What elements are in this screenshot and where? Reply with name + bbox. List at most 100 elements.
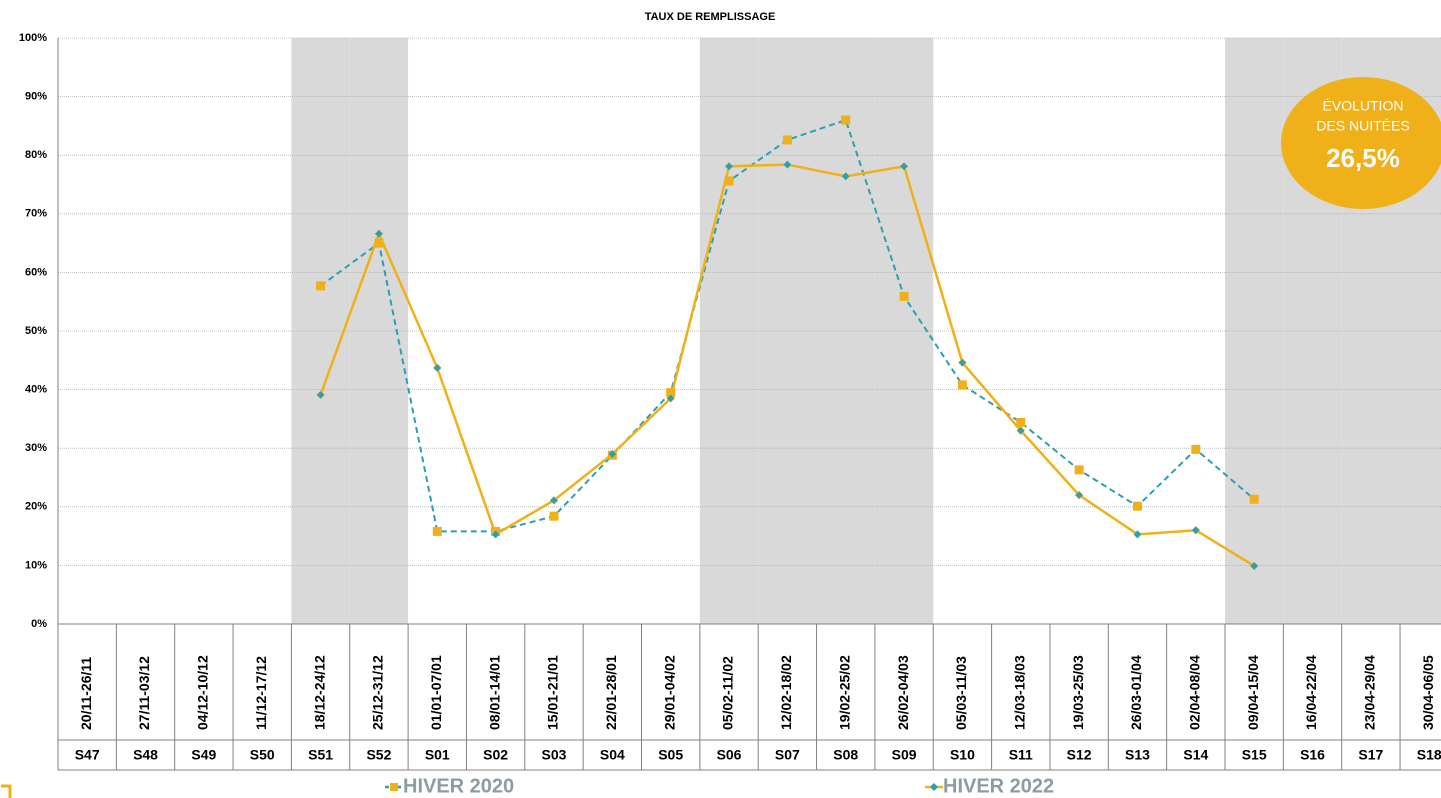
marker	[432, 526, 442, 536]
x-tick-label: S18	[1417, 747, 1441, 763]
annotation-text: DES NUITÉES	[1316, 118, 1409, 134]
x-tick-label: S02	[483, 747, 508, 763]
legend-marker	[390, 783, 398, 791]
marker	[958, 358, 967, 367]
date-range-label: 23/04-29/04	[1362, 655, 1378, 730]
y-tick-label: 60%	[25, 266, 47, 278]
date-range-label: 22/01-28/01	[603, 655, 619, 730]
date-range-label: 16/04-22/04	[1303, 655, 1319, 730]
x-tick-label: S06	[717, 747, 742, 763]
legend-label: HIVER 2022	[943, 775, 1054, 797]
x-tick-label: S04	[600, 747, 625, 763]
date-range-label: 05/03-11/03	[953, 656, 969, 730]
date-range-label: 05/02-11/02	[720, 656, 736, 730]
x-tick-label: S51	[308, 747, 333, 763]
marker	[316, 281, 326, 291]
date-range-label: 18/12-24/12	[311, 655, 327, 730]
annotation-text: ÉVOLUTION	[1323, 98, 1404, 114]
annotation-value: 26,5%	[1326, 143, 1400, 173]
marker	[316, 390, 325, 400]
y-tick-label: 20%	[25, 501, 47, 513]
marker	[1133, 529, 1142, 539]
y-tick-label: 0%	[31, 618, 47, 630]
date-range-label: 01/01-07/01	[428, 655, 444, 730]
x-tick-label: S52	[366, 747, 391, 763]
date-range-label: 30/04-06/05	[1420, 655, 1436, 730]
x-tick-label: S01	[425, 747, 450, 763]
date-range-label: 11/12-17/12	[253, 656, 269, 730]
marker	[1249, 494, 1259, 504]
x-tick-label: S07	[775, 747, 800, 763]
y-tick-label: 70%	[25, 208, 47, 220]
date-range-label: 19/03-25/03	[1070, 655, 1086, 730]
decoration	[1, 784, 12, 798]
chart-title: TAUX DE REMPLISSAGE	[645, 11, 776, 23]
date-range-label: 19/02-25/02	[836, 655, 852, 730]
y-tick-label: 90%	[25, 91, 47, 103]
date-range-label: 08/01-14/01	[486, 655, 502, 730]
date-range-label: 26/02-04/03	[895, 655, 911, 730]
date-range-label: 02/04-08/04	[1187, 655, 1203, 730]
x-tick-label: S15	[1242, 747, 1267, 763]
marker	[1074, 490, 1084, 500]
date-range-label: 20/11-26/11	[78, 657, 94, 730]
x-tick-label: S14	[1183, 747, 1208, 763]
x-tick-label: S12	[1067, 747, 1092, 763]
x-tick-label: S48	[133, 747, 158, 763]
marker	[899, 291, 909, 301]
date-range-label: 12/02-18/02	[778, 655, 794, 730]
marker	[1074, 465, 1084, 475]
legend-label: HIVER 2020	[403, 775, 514, 797]
x-tick-label: S17	[1358, 747, 1383, 763]
marker	[783, 160, 792, 169]
date-range-label: 15/01-21/01	[545, 655, 561, 730]
y-tick-label: 100%	[19, 32, 47, 44]
x-tick-label: S16	[1300, 747, 1325, 763]
marker	[957, 380, 967, 390]
marker	[666, 388, 676, 398]
marker	[491, 529, 500, 539]
marker	[1016, 417, 1026, 427]
x-tick-label: S05	[658, 747, 683, 763]
annotation-bubble	[1281, 77, 1441, 209]
marker	[666, 394, 676, 403]
marker	[1191, 444, 1201, 454]
x-tick-label: S11	[1009, 747, 1033, 763]
marker	[1132, 501, 1142, 511]
marker	[549, 511, 559, 521]
date-range-label: 26/03-01/04	[1128, 655, 1144, 730]
marker	[724, 176, 734, 186]
x-tick-label: S47	[75, 747, 100, 763]
marker	[549, 496, 559, 505]
x-tick-label: S08	[833, 747, 858, 763]
marker	[724, 161, 734, 171]
date-range-label: 27/11-03/12	[136, 656, 152, 730]
y-tick-label: 80%	[25, 149, 47, 161]
date-range-label: 25/12-31/12	[370, 655, 386, 730]
marker	[374, 238, 384, 248]
date-range-label: 12/03-18/03	[1011, 655, 1027, 730]
marker	[1016, 426, 1026, 435]
x-tick-label: S09	[892, 747, 917, 763]
marker	[899, 161, 909, 171]
y-tick-label: 40%	[25, 384, 47, 396]
marker	[432, 363, 442, 373]
marker	[607, 449, 617, 459]
x-tick-label: S10	[950, 747, 975, 763]
marker	[782, 135, 792, 145]
date-range-label: 09/04-15/04	[1245, 655, 1261, 730]
y-tick-label: 50%	[25, 325, 47, 337]
marker	[1191, 525, 1201, 535]
x-tick-label: S49	[191, 747, 216, 763]
marker	[841, 115, 851, 125]
legend-marker	[930, 783, 938, 791]
date-range-label: 04/12-10/12	[195, 655, 211, 730]
marker	[1249, 561, 1259, 571]
date-range-label: 29/01-04/02	[661, 655, 677, 730]
marker	[841, 171, 851, 181]
x-tick-label: S03	[542, 747, 567, 763]
x-tick-label: S13	[1125, 747, 1150, 763]
marker	[374, 229, 384, 239]
y-tick-label: 10%	[25, 559, 47, 571]
